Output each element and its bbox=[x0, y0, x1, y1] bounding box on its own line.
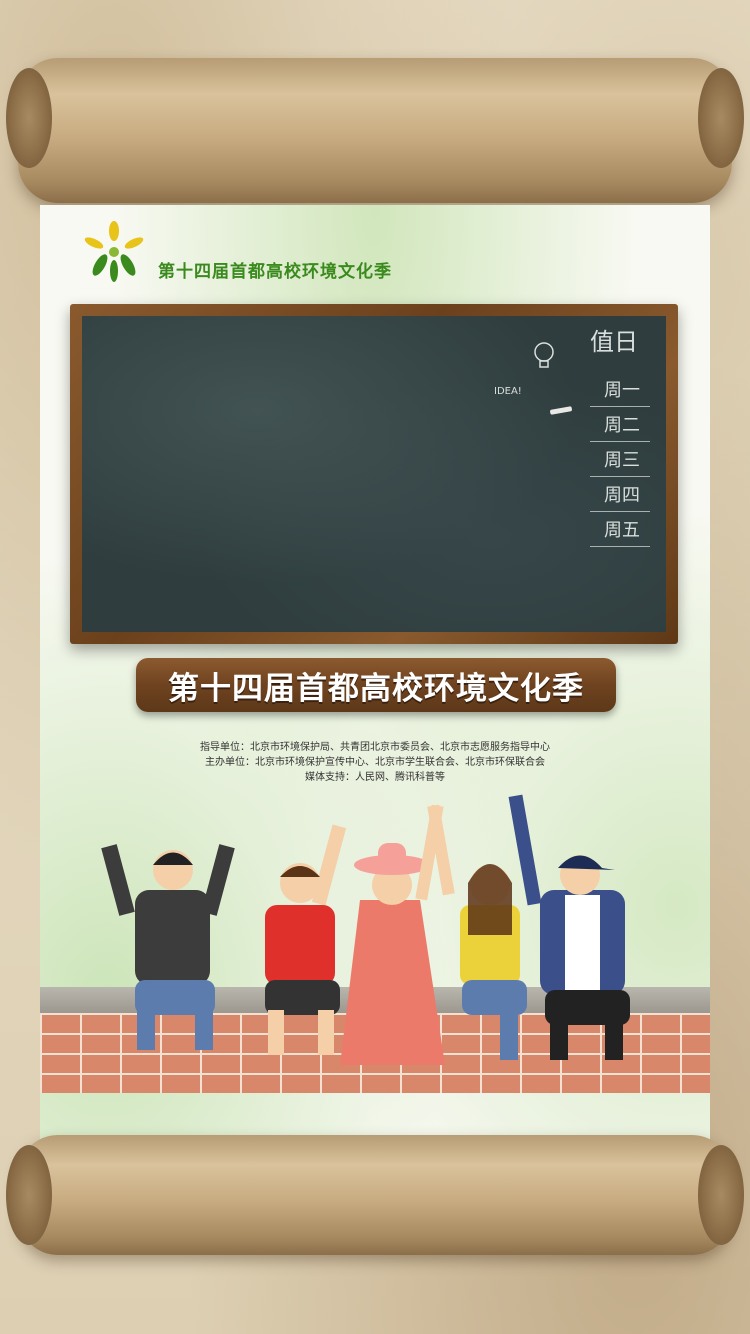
students-illustration bbox=[40, 765, 710, 1140]
scroll-top-roller bbox=[6, 58, 744, 203]
duty-day: 周四 bbox=[590, 477, 650, 512]
student-figure bbox=[340, 804, 445, 1065]
student-figure bbox=[508, 794, 630, 1060]
student-figure bbox=[101, 844, 235, 1050]
duty-header: 值日 bbox=[590, 328, 638, 356]
sign-title: 第十四届首都高校环境文化季 bbox=[168, 670, 584, 707]
students-figures bbox=[101, 794, 630, 1065]
chalkboard: IDEA! 值日 周一 周二 周三 周四 周五 bbox=[82, 316, 666, 632]
duty-day: 周一 bbox=[590, 372, 650, 407]
student-figure bbox=[265, 824, 347, 1055]
chalk-idea-note: IDEA! bbox=[494, 386, 522, 397]
scroll-bottom-roller bbox=[6, 1135, 744, 1255]
duty-roster: 值日 周一 周二 周三 周四 周五 bbox=[590, 330, 650, 547]
guide-line: 指导单位：北京市环境保护局、共青团北京市委员会、北京市志愿服务指导中心 bbox=[200, 742, 550, 753]
poster: 第十四届首都高校环境文化季 IDEA! 值日 周一 周二 周三 周四 周五 第十… bbox=[40, 205, 710, 1140]
credits: 指导单位：北京市环境保护局、共青团北京市委员会、北京市志愿服务指导中心 主办单位… bbox=[40, 740, 710, 785]
host-line: 主办单位：北京市环境保护宣传中心、北京市学生联合会、北京市环保联合会 bbox=[205, 757, 545, 768]
student-figure bbox=[427, 804, 527, 1060]
title-sign: 第十四届首都高校环境文化季 bbox=[136, 658, 616, 712]
sun-leaf-logo-icon bbox=[84, 221, 144, 282]
duty-day: 周五 bbox=[590, 512, 650, 547]
media-line: 媒体支持：人民网、腾讯科普等 bbox=[305, 772, 445, 783]
duty-day: 周三 bbox=[590, 442, 650, 477]
lightbulb-icon bbox=[534, 342, 554, 368]
duty-day: 周二 bbox=[590, 407, 650, 442]
top-title: 第十四届首都高校环境文化季 bbox=[158, 262, 392, 282]
